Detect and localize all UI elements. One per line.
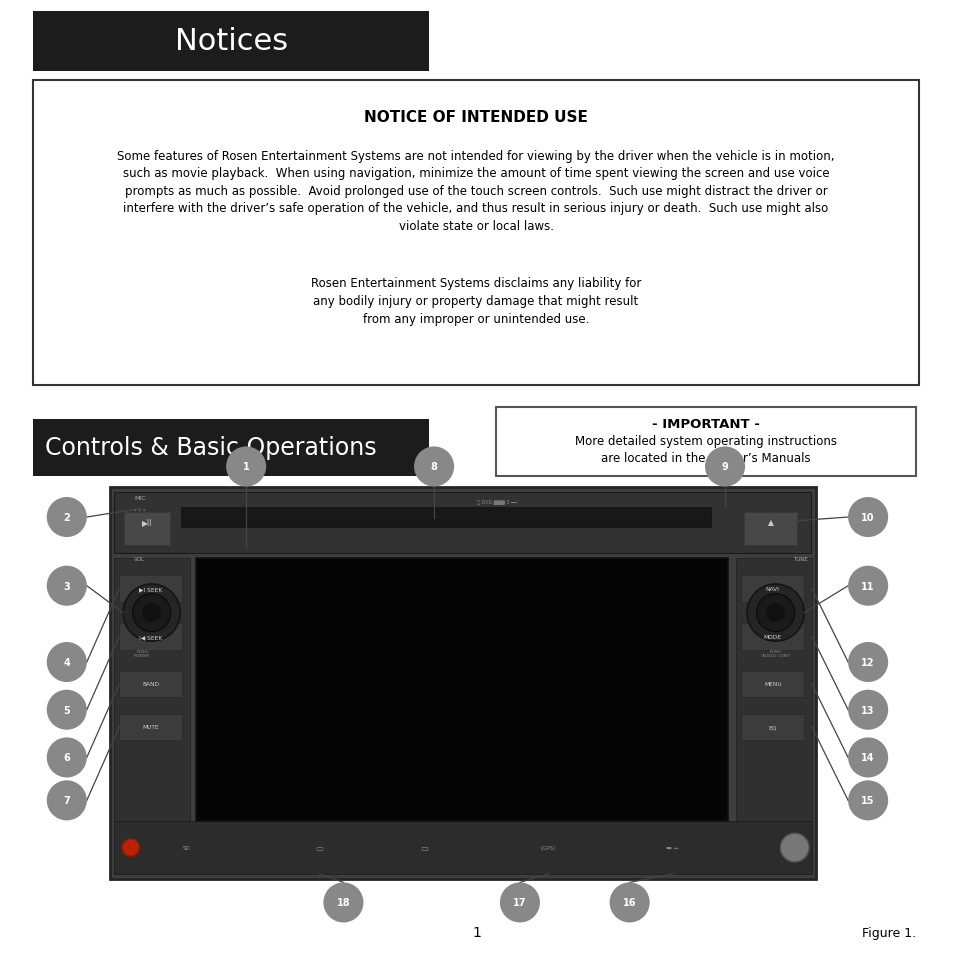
Text: 2: 2 [63,513,71,522]
Circle shape [122,840,139,856]
Text: 18: 18 [336,898,350,907]
Circle shape [847,566,887,606]
Circle shape [132,594,171,632]
Text: ▭: ▭ [420,843,428,852]
Text: MUTE: MUTE [142,724,159,730]
Text: 15: 15 [861,796,874,805]
Text: SD: SD [182,845,190,850]
Bar [740,714,803,740]
Text: (GPS): (GPS) [540,845,556,850]
Text: PUSH
POWER: PUSH POWER [134,649,150,658]
Text: 8: 8 [430,462,437,472]
Text: 11: 11 [861,581,874,591]
Text: 6: 6 [63,753,71,762]
Text: EQ: EQ [768,724,776,730]
Text: 16: 16 [622,898,636,907]
Bar [735,558,811,821]
Circle shape [704,447,744,487]
Text: Rosen Entertainment Systems disclaims any liability for
any bodily injury or pro: Rosen Entertainment Systems disclaims an… [311,276,640,325]
Circle shape [765,603,784,622]
Text: PUSH
AUDIO CONT: PUSH AUDIO CONT [761,649,788,658]
Text: 14: 14 [861,753,874,762]
Text: NAVI: NAVI [765,586,779,592]
Circle shape [780,833,808,862]
Bar [110,488,815,879]
Circle shape [47,497,87,537]
Bar [113,558,190,821]
Bar [119,714,182,740]
Text: More detailed system operating instructions
are located in the Owner’s Manuals: More detailed system operating instructi… [575,435,836,464]
Circle shape [47,642,87,682]
Text: MODE: MODE [763,634,781,639]
Bar [33,419,429,476]
Text: BAND: BAND [142,681,159,687]
Bar [740,671,803,698]
Text: 1: 1 [472,925,481,939]
Text: 13: 13 [861,705,874,715]
Text: MENU: MENU [763,681,781,687]
Circle shape [414,447,454,487]
Text: Some features of Rosen Entertainment Systems are not intended for viewing by the: Some features of Rosen Entertainment Sys… [117,150,834,233]
Circle shape [226,447,266,487]
Circle shape [847,497,887,537]
Circle shape [746,584,803,641]
Bar [33,81,918,386]
Text: ▲: ▲ [767,517,773,526]
Text: - IMPORTANT -: - IMPORTANT - [651,417,760,431]
Bar [740,576,803,602]
Text: 5: 5 [63,705,71,715]
Circle shape [847,642,887,682]
Bar [119,576,182,602]
Text: MIC: MIC [134,496,146,500]
Text: • • •: • • • [134,507,146,512]
Text: I◀ SEEK: I◀ SEEK [139,634,162,639]
Text: 17: 17 [513,898,526,907]
Circle shape [47,566,87,606]
Circle shape [323,882,363,923]
Bar [113,821,811,874]
Circle shape [142,603,161,622]
Circle shape [609,882,649,923]
Text: 9: 9 [720,462,728,472]
Text: Figure 1.: Figure 1. [861,925,915,939]
Circle shape [47,781,87,821]
Bar [33,12,429,71]
Bar [743,513,796,546]
Circle shape [499,882,539,923]
Circle shape [847,738,887,778]
Text: 12: 12 [861,658,874,667]
Text: ▶I SEEK: ▶I SEEK [139,586,162,592]
Text: ⬛ DVD ▓▓▓ 0 ━━: ⬛ DVD ▓▓▓ 0 ━━ [476,499,516,504]
Circle shape [847,781,887,821]
Text: 3: 3 [63,581,71,591]
Bar [119,671,182,698]
Bar [124,513,170,546]
Bar [496,408,915,476]
Text: Notices: Notices [174,28,288,56]
Bar [114,493,810,554]
Text: 1: 1 [242,462,250,472]
Circle shape [756,594,794,632]
Circle shape [847,690,887,730]
Text: ▬ ←: ▬ ← [665,845,679,850]
Text: 7: 7 [63,796,71,805]
Text: ▶II: ▶II [142,517,152,526]
Circle shape [47,738,87,778]
Circle shape [123,584,180,641]
Circle shape [47,690,87,730]
Text: TUNE: TUNE [793,557,807,561]
Text: Controls & Basic Operations: Controls & Basic Operations [45,436,376,460]
Text: 4: 4 [63,658,71,667]
Bar [181,508,710,527]
Text: 10: 10 [861,513,874,522]
Bar [740,623,803,650]
Text: NOTICE OF INTENDED USE: NOTICE OF INTENDED USE [364,110,587,125]
Text: VOL: VOL [133,557,144,561]
Text: ▭: ▭ [315,843,323,852]
Bar [195,558,727,821]
Bar [119,623,182,650]
